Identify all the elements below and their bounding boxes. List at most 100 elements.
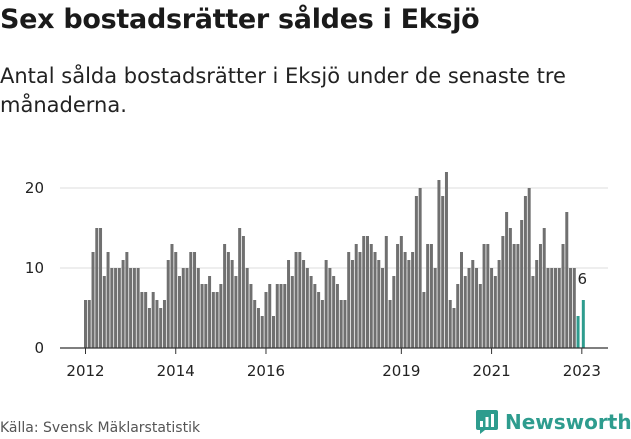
bar (279, 284, 283, 348)
bar (256, 308, 260, 348)
bar (505, 212, 509, 348)
bar (298, 252, 302, 348)
bar (531, 276, 535, 348)
bar (106, 252, 110, 348)
bar (253, 300, 257, 348)
bar (508, 228, 512, 348)
chart-title: Sex bostadsrätter såldes i Eksjö (0, 4, 480, 35)
bar (475, 268, 479, 348)
bar (343, 300, 347, 348)
bar (84, 300, 87, 348)
bar (381, 268, 385, 348)
bar (117, 268, 121, 348)
x-tick-label-2019: 2019 (382, 362, 420, 380)
bar (523, 196, 527, 348)
bar (189, 252, 193, 348)
bar-highlight (576, 316, 580, 348)
bar (426, 244, 430, 348)
bar (313, 284, 317, 348)
bar-highlight-current (581, 300, 585, 348)
bar (238, 228, 242, 348)
bar (366, 236, 369, 348)
bar (178, 276, 181, 348)
bar (211, 292, 215, 348)
bar (332, 276, 336, 348)
source-note: Källa: Svensk Mäklarstatistik (0, 420, 201, 436)
bar (317, 292, 321, 348)
bar (324, 260, 328, 348)
bar (550, 268, 554, 348)
bar (102, 276, 106, 348)
bar (414, 196, 418, 348)
bar (429, 244, 433, 348)
bar (283, 284, 287, 348)
highlight-value-label: 6 (578, 270, 588, 288)
bar (249, 284, 253, 348)
bar (441, 196, 445, 348)
bar (347, 252, 351, 348)
x-tick-label-2016: 2016 (247, 362, 285, 380)
bar (159, 308, 163, 348)
bar (208, 276, 212, 348)
bar (369, 244, 373, 348)
bar (362, 236, 366, 348)
bar (399, 236, 403, 348)
bar (241, 236, 245, 348)
bar (546, 268, 550, 348)
bar (91, 252, 95, 348)
bar (490, 268, 494, 348)
bar (557, 268, 561, 348)
bar (554, 268, 557, 348)
bar (520, 220, 524, 348)
bar (527, 188, 531, 348)
bar (129, 268, 133, 348)
bar (275, 284, 279, 348)
bar (384, 236, 388, 348)
bar (309, 276, 313, 348)
bar (354, 244, 358, 348)
bar (204, 284, 208, 348)
bar (565, 212, 569, 348)
bar (497, 260, 501, 348)
x-tick-label-2023: 2023 (563, 362, 601, 380)
y-tick-label-0: 0 (34, 339, 44, 357)
bar (448, 300, 452, 348)
newsworthy-brand[interactable]: Newsworthy (475, 406, 631, 438)
bar (320, 300, 324, 348)
bar (437, 180, 441, 348)
bar (482, 244, 486, 348)
bar (422, 292, 426, 348)
bar (219, 284, 223, 348)
bar (87, 300, 91, 348)
bar (166, 260, 170, 348)
bar (456, 284, 460, 348)
bar (377, 260, 381, 348)
x-tick-label-2012: 2012 (66, 362, 104, 380)
bar (174, 252, 178, 348)
bar (467, 268, 471, 348)
bar (294, 252, 298, 348)
bar (396, 244, 400, 348)
bar (411, 252, 415, 348)
bar (147, 308, 151, 348)
bar (535, 260, 539, 348)
bar (223, 244, 227, 348)
bar (388, 300, 392, 348)
x-tick-label-2014: 2014 (157, 362, 195, 380)
bar (471, 260, 475, 348)
bar (215, 292, 219, 348)
bar (444, 172, 448, 348)
bar (132, 268, 136, 348)
bar (99, 228, 103, 348)
bar (234, 276, 238, 348)
bar (196, 268, 200, 348)
bar (230, 260, 234, 348)
bar (155, 300, 159, 348)
bar (170, 244, 174, 348)
bar (110, 268, 114, 348)
bar (272, 316, 275, 348)
bar (328, 268, 332, 348)
bar (501, 236, 505, 348)
bar (136, 268, 140, 348)
brand-name: Newsworthy (505, 410, 631, 434)
